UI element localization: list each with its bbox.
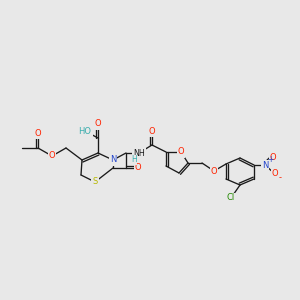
Text: O: O (270, 152, 276, 161)
Text: S: S (92, 178, 98, 187)
Text: N: N (110, 155, 116, 164)
Text: HO: HO (79, 127, 92, 136)
Text: O: O (49, 152, 55, 160)
Text: Cl: Cl (227, 194, 235, 202)
Text: O: O (95, 119, 101, 128)
Text: NH: NH (133, 148, 145, 158)
Text: O: O (211, 167, 217, 176)
Text: -: - (278, 173, 281, 182)
Text: O: O (178, 148, 184, 157)
Text: O: O (149, 127, 155, 136)
Text: +: + (267, 154, 273, 164)
Text: O: O (35, 128, 41, 137)
Text: O: O (135, 164, 141, 172)
Text: H: H (131, 155, 137, 164)
Text: N: N (262, 160, 268, 169)
Text: O: O (272, 169, 278, 178)
